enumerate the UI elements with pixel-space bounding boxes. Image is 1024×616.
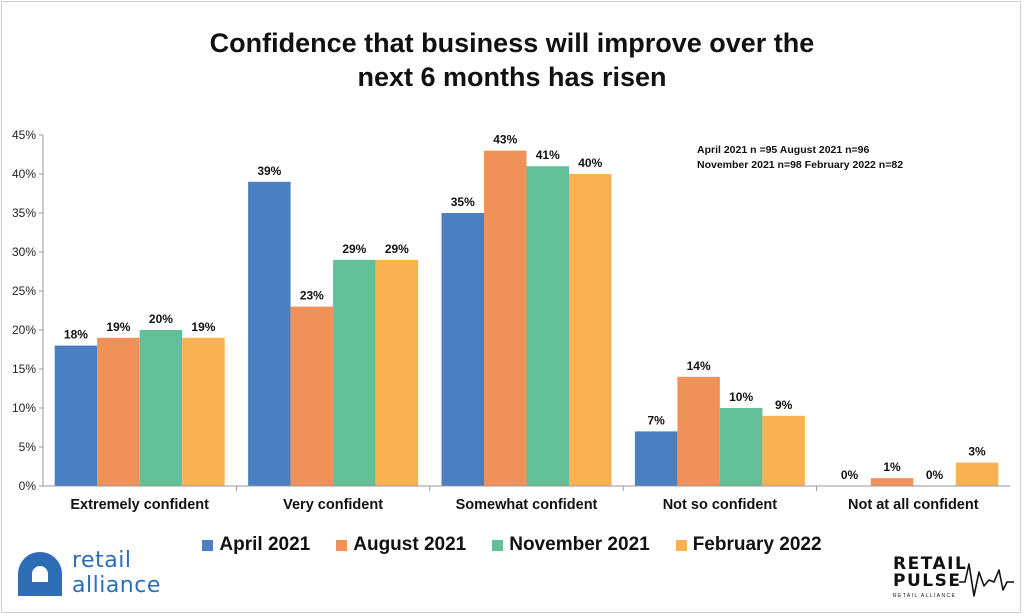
- retail-alliance-logo-word-2: alliance: [72, 573, 161, 598]
- bar: [955, 462, 999, 486]
- data-label: 3%: [968, 445, 986, 459]
- chart-title-line-1: Confidence that business will improve ov…: [209, 28, 815, 58]
- data-label: 41%: [536, 148, 560, 162]
- legend-swatch: [492, 539, 504, 551]
- legend-label: April 2021: [219, 534, 311, 555]
- data-label: 29%: [342, 242, 366, 256]
- sample-size-annotation: April 2021 n =95 August 2021 n=96: [697, 144, 870, 156]
- data-label: 39%: [257, 164, 281, 178]
- bar: [484, 150, 527, 486]
- retail-alliance-logo: retail alliance: [14, 546, 164, 602]
- legend: April 2021 August 2021 November 2021 Februa…: [0, 534, 1024, 556]
- y-tick-label: 0%: [19, 479, 37, 493]
- bar: [97, 337, 140, 486]
- retail-pulse-logo-word-2: PULSE: [893, 571, 962, 591]
- y-tick-label: 10%: [12, 401, 36, 415]
- y-tick-label: 5%: [19, 440, 37, 454]
- bar: [139, 330, 183, 486]
- bar: [54, 345, 98, 486]
- data-label: 40%: [578, 156, 602, 170]
- data-label: 0%: [841, 468, 859, 482]
- legend-item: February 2022: [675, 534, 822, 556]
- retail-pulse-logo-word-1: RETAIL: [893, 554, 968, 574]
- y-tick-label: 20%: [12, 323, 36, 337]
- bar: [333, 259, 376, 486]
- x-tick-label: Not so confident: [663, 497, 778, 513]
- bar: [677, 376, 720, 486]
- y-tick-label: 15%: [12, 362, 36, 376]
- data-label: 18%: [64, 328, 88, 342]
- y-tick-label: 45%: [12, 128, 36, 142]
- chart-title-line-2: next 6 months has risen: [357, 62, 667, 92]
- retail-pulse-logo: RETAIL PULSE RETAIL ALLIANCE: [891, 556, 1016, 606]
- data-label: 14%: [687, 359, 711, 373]
- sample-size-annotation: November 2021 n=98 February 2022 n=82: [697, 159, 903, 171]
- data-label: 7%: [647, 413, 665, 427]
- data-label: 23%: [300, 289, 324, 303]
- y-tick-label: 40%: [12, 167, 36, 181]
- bar: [290, 306, 334, 486]
- bar: [762, 415, 805, 486]
- x-tick-label: Not at all confident: [848, 497, 979, 513]
- data-label: 29%: [385, 242, 409, 256]
- bar: [719, 408, 763, 486]
- bar: [182, 337, 225, 486]
- legend-swatch: [202, 539, 214, 551]
- data-label: 0%: [926, 468, 944, 482]
- data-label: 10%: [729, 390, 753, 404]
- legend-swatch: [336, 539, 348, 551]
- data-label: 35%: [451, 195, 475, 209]
- chart-title: Confidence that business will improve ov…: [0, 26, 1024, 94]
- legend-item: August 2021: [336, 534, 466, 556]
- y-tick-label: 30%: [12, 245, 36, 259]
- bar: [634, 431, 678, 486]
- data-label: 1%: [883, 460, 901, 474]
- bar: [441, 213, 484, 486]
- legend-swatch: [675, 539, 687, 551]
- data-label: 9%: [775, 398, 793, 412]
- bar: [248, 181, 291, 487]
- legend-label: February 2022: [692, 534, 822, 555]
- data-label: 19%: [191, 320, 215, 334]
- legend-label: August 2021: [353, 534, 467, 555]
- bar: [375, 259, 419, 486]
- data-label: 20%: [149, 312, 173, 326]
- legend-label: November 2021: [509, 534, 650, 555]
- x-tick-label: Very confident: [283, 497, 383, 513]
- x-tick-label: Somewhat confident: [456, 497, 598, 513]
- retail-alliance-logo-mark: [18, 552, 62, 596]
- retail-alliance-logo-word-1: retail: [72, 548, 132, 573]
- retail-pulse-logo-tagline: RETAIL ALLIANCE: [893, 593, 957, 599]
- pulse-line-icon: [959, 563, 1014, 597]
- data-label: 43%: [493, 133, 517, 147]
- legend-item: April 2021: [202, 534, 310, 556]
- bar: [569, 174, 612, 486]
- y-tick-label: 35%: [12, 206, 36, 220]
- legend-item: November 2021: [492, 534, 650, 556]
- bar: [870, 478, 914, 486]
- x-tick-label: Extremely confident: [70, 497, 209, 513]
- data-label: 19%: [106, 320, 130, 334]
- bar: [526, 166, 569, 486]
- y-tick-label: 25%: [12, 284, 36, 298]
